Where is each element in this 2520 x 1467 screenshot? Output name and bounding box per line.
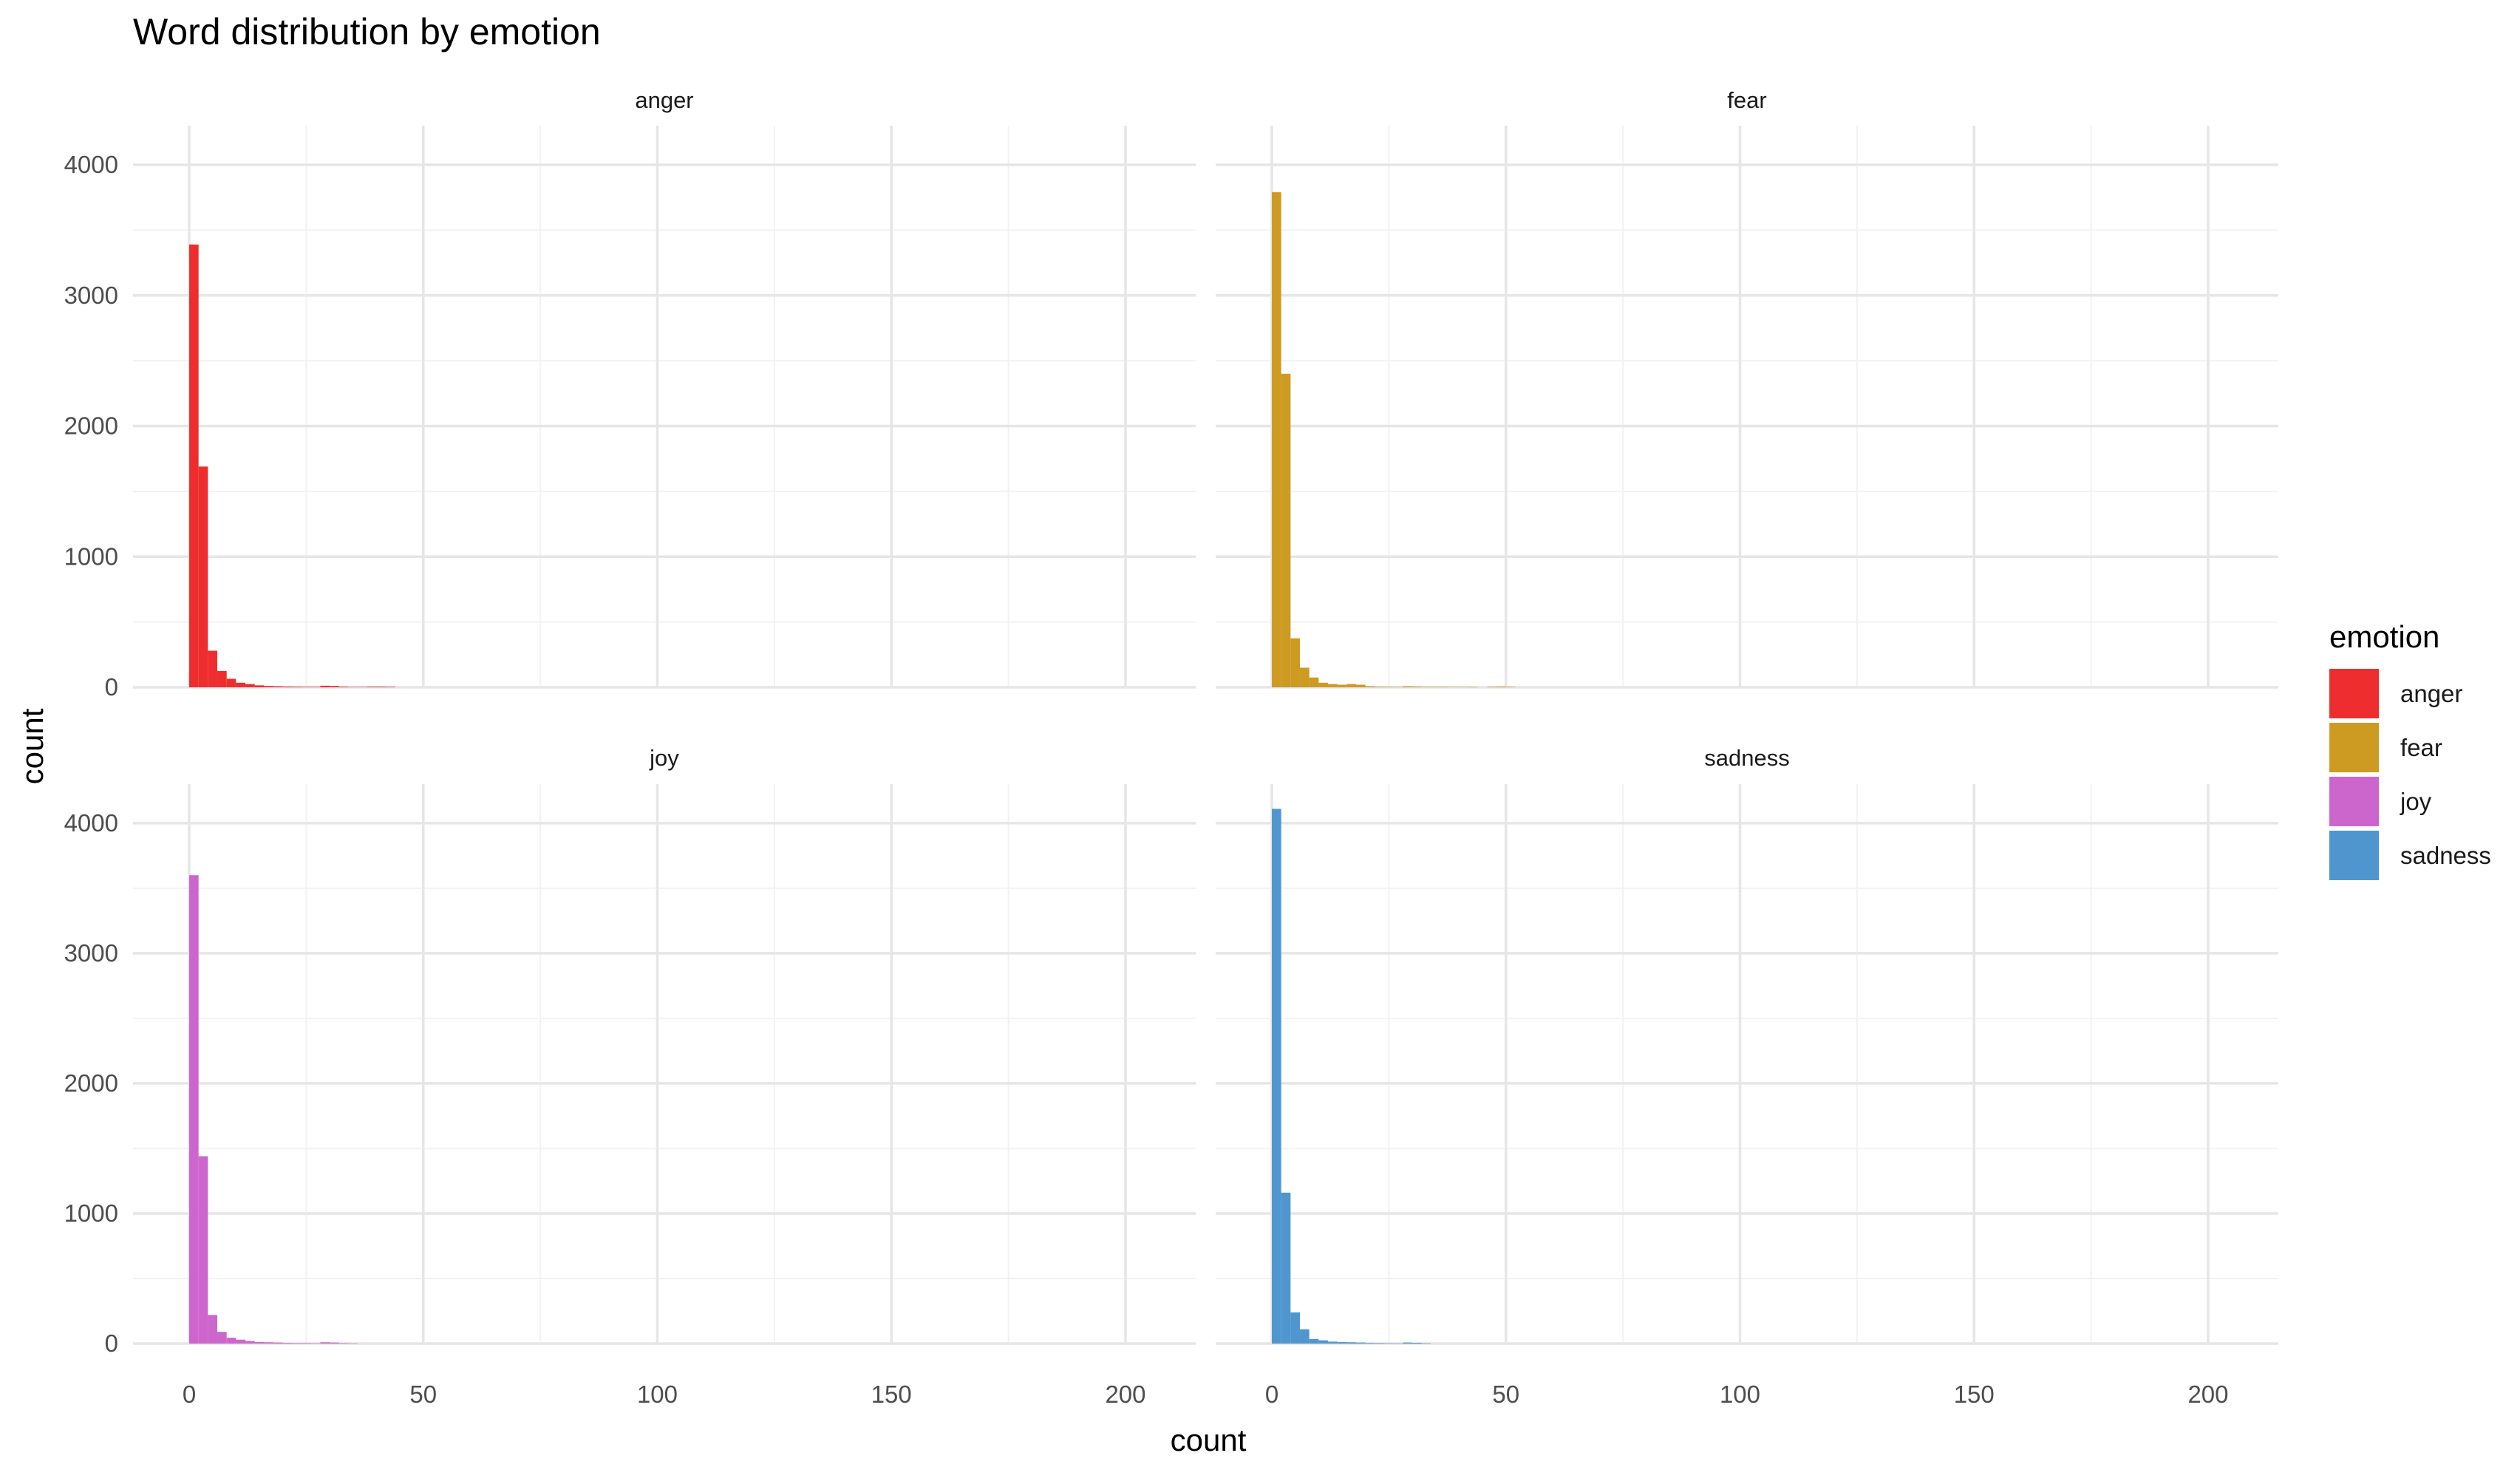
histogram-bar [320, 685, 330, 687]
histogram-bar [1346, 1342, 1357, 1344]
y-tick-label: 4000 [64, 151, 118, 178]
panel-fear: fear [1216, 87, 2278, 689]
histogram-bar [273, 1342, 283, 1344]
histogram-bar [254, 1341, 265, 1344]
histogram-bar [310, 1343, 321, 1344]
histogram-bar [1328, 1341, 1338, 1344]
histogram-bar [264, 1342, 274, 1344]
y-tick-label: 3000 [64, 939, 118, 967]
histogram-bar [1300, 667, 1310, 687]
y-tick-label: 1000 [64, 1199, 118, 1227]
histogram-bar [292, 1343, 302, 1344]
y-tick-label: 1000 [64, 542, 118, 570]
histogram-bar [1300, 1329, 1310, 1344]
histogram-bar [198, 466, 208, 687]
histogram-bar [1375, 1343, 1385, 1344]
legend-key-sadness [2329, 831, 2379, 880]
histogram-bar [1346, 684, 1357, 687]
x-tick-label: 150 [1954, 1381, 1995, 1408]
histogram-bar [1421, 1343, 1431, 1344]
x-tick-label: 150 [871, 1381, 912, 1408]
histogram-bar [1337, 1341, 1347, 1344]
panel-sadness: sadness 0 50 100 150 200 [1216, 745, 2278, 1408]
y-tick-label: 4000 [64, 809, 118, 837]
histogram-bar [1337, 684, 1347, 687]
histogram-bar [217, 1332, 227, 1344]
histogram-bar [1328, 684, 1338, 687]
panel-anger: anger 0 1000 2000 3000 4000 [64, 87, 1196, 701]
histogram-bar [254, 685, 265, 687]
histogram-bar [1318, 682, 1329, 687]
histogram-bar [1309, 1338, 1319, 1344]
histogram-bar [1290, 1312, 1301, 1344]
histogram-bar [189, 244, 199, 687]
histogram-bar [245, 684, 255, 687]
y-tick-label: 2000 [64, 1069, 118, 1097]
histogram-bar [1403, 1342, 1413, 1344]
legend-label-joy: joy [2400, 788, 2432, 815]
histogram-bar [226, 1338, 236, 1344]
histogram-bar [1281, 1192, 1291, 1344]
x-tick-label: 0 [1265, 1381, 1278, 1408]
histogram-bar [320, 1342, 330, 1344]
histogram-bar [330, 686, 339, 687]
histogram-bar [1384, 1343, 1394, 1344]
legend-key-joy [2329, 777, 2379, 826]
facet-strip-label: joy [649, 745, 679, 771]
histogram-bar [1318, 1340, 1329, 1344]
legend-key-fear [2329, 723, 2379, 772]
histogram-bar [1272, 192, 1281, 687]
x-tick-label: 200 [2187, 1381, 2228, 1408]
histogram-bar [1468, 687, 1478, 688]
histogram-bar [302, 1343, 311, 1344]
legend-label-sadness: sadness [2400, 842, 2491, 869]
histogram-bar [1412, 1342, 1422, 1344]
x-tick-label: 100 [1720, 1381, 1760, 1408]
histogram-bar [1272, 809, 1281, 1344]
x-tick-label: 50 [409, 1381, 437, 1408]
histogram-bar [226, 678, 236, 687]
y-axis-title: count [15, 708, 50, 784]
histogram-bar [1281, 373, 1291, 687]
histogram-bar [217, 670, 227, 687]
facet-strip-label: anger [635, 87, 693, 113]
x-tick-label: 50 [1492, 1381, 1519, 1408]
histogram-bar [208, 1315, 218, 1344]
histogram-bar [1365, 1343, 1375, 1344]
facet-strip-label: sadness [1704, 745, 1789, 771]
legend-label-anger: anger [2400, 680, 2462, 707]
facet-panels: anger01000200030004000fearjoy01000200030… [64, 87, 2278, 1408]
histogram-bar [1356, 1342, 1366, 1344]
y-tick-label: 0 [105, 1330, 118, 1357]
histogram-bar [1356, 684, 1366, 687]
histogram-bar [264, 686, 274, 687]
facet-strip-label: fear [1727, 87, 1766, 113]
legend: emotion anger fear joy sadness [2329, 619, 2491, 880]
legend-title: emotion [2329, 619, 2439, 654]
x-tick-label: 0 [183, 1381, 196, 1408]
histogram-bar [245, 1341, 255, 1344]
histogram-bar [208, 650, 218, 687]
histogram-bar [236, 682, 246, 687]
chart-title: Word distribution by emotion [133, 11, 601, 52]
histogram-bar [189, 875, 199, 1344]
y-tick-label: 2000 [64, 412, 118, 440]
legend-key-anger [2329, 669, 2379, 718]
histogram-bar [1309, 677, 1319, 687]
histogram-bar [338, 1343, 349, 1344]
histogram-bar [236, 1339, 246, 1344]
x-axis-title: count [1171, 1423, 1247, 1457]
x-tick-label: 200 [1105, 1381, 1145, 1408]
histogram-bar [330, 1342, 339, 1344]
histogram-bar [282, 1343, 293, 1344]
y-tick-label: 0 [105, 673, 118, 701]
histogram-bar [198, 1156, 208, 1344]
y-tick-label: 3000 [64, 282, 118, 309]
x-tick-label: 100 [637, 1381, 678, 1408]
histogram-bar [1290, 638, 1301, 687]
panel-joy: joy 0 1000 2000 3000 4000 0 50 100 150 200 [64, 745, 1196, 1408]
legend-label-fear: fear [2400, 734, 2442, 761]
